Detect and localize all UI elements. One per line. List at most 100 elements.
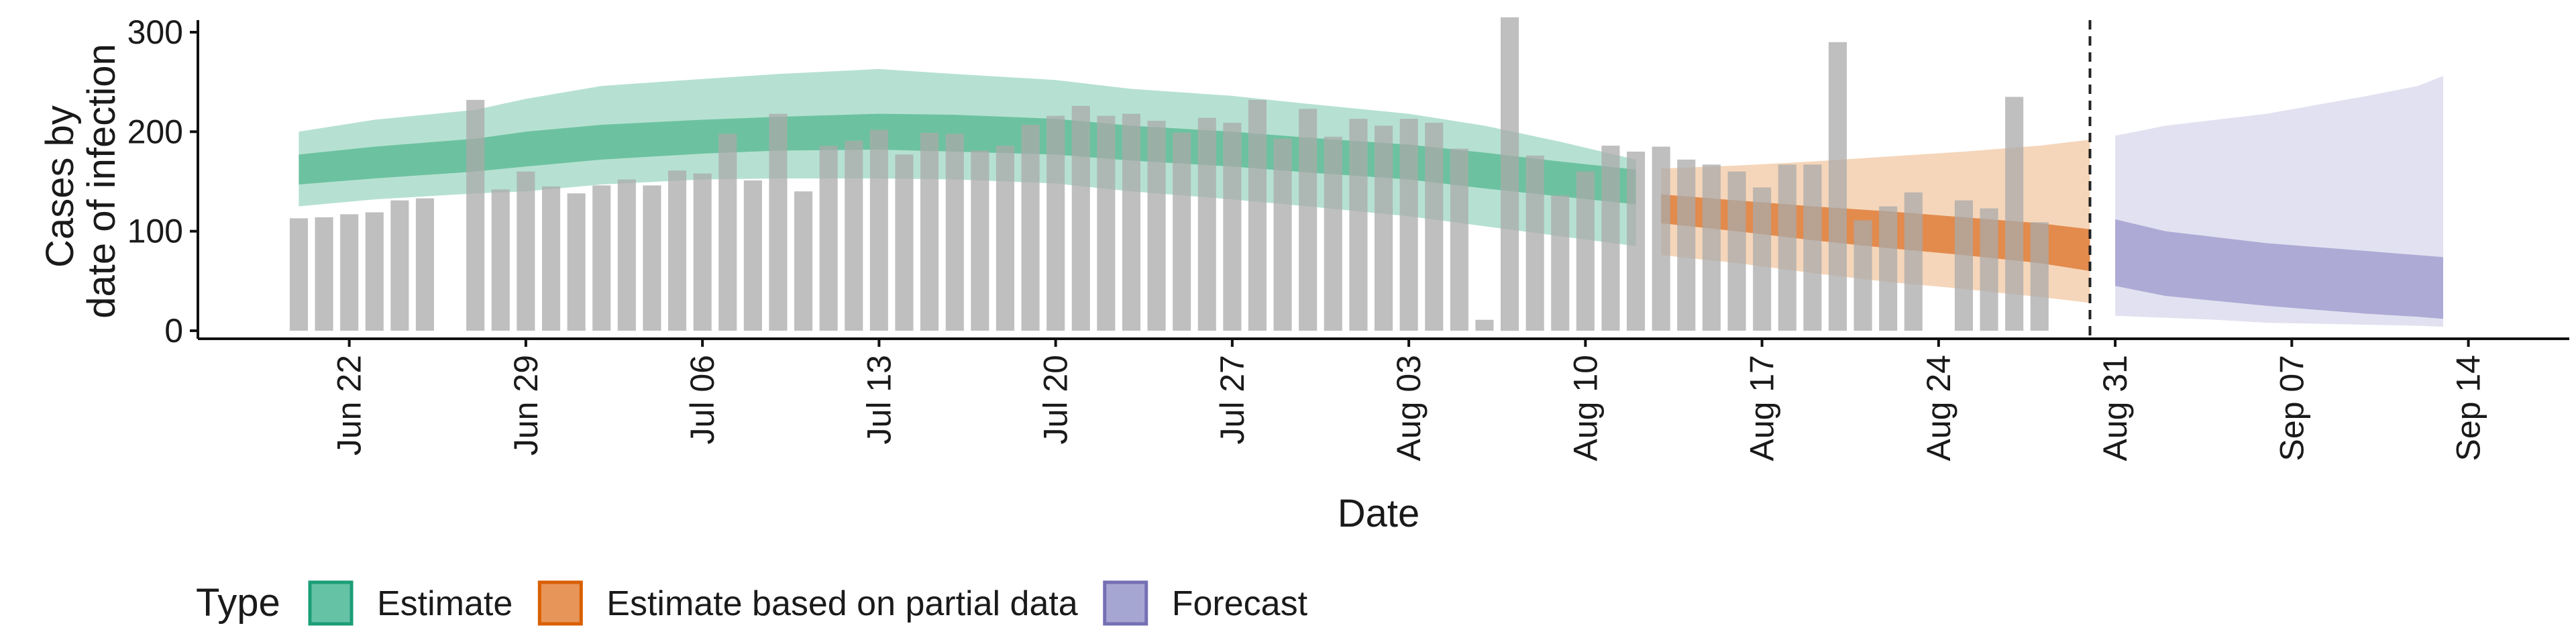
case-bar (2030, 222, 2049, 331)
x-axis-title: Date (1338, 492, 1420, 535)
case-bar (996, 146, 1014, 331)
case-bar (1197, 117, 1216, 331)
case-bar (769, 113, 788, 331)
case-bar (1525, 155, 1544, 331)
case-bar (315, 217, 333, 331)
case-bar (517, 171, 535, 331)
case-bar (794, 191, 813, 331)
case-bar (845, 140, 863, 331)
x-tick-label: Aug 31 (2096, 355, 2134, 461)
axes-layer: 0 100 200 300 Jun 22 Jun 29 Jul 06 Jul 13 Jul 20… (127, 13, 2569, 461)
case-bar (1727, 171, 1746, 331)
legend-label-estimate: Estimate (377, 584, 513, 623)
case-bar (1778, 164, 1796, 331)
case-bar (1273, 138, 1292, 331)
x-tick-label: Sep 14 (2450, 355, 2487, 461)
x-tick-label: Aug 03 (1390, 355, 1428, 461)
ribbon-inner-estimate (299, 113, 1636, 205)
case-bar (1753, 187, 1772, 331)
case-bar (971, 150, 989, 331)
y-tick-label: 200 (127, 113, 183, 150)
case-bar (466, 99, 485, 331)
case-bar (1576, 171, 1595, 331)
case-bar (1828, 42, 1847, 331)
bar-layer (289, 17, 2049, 331)
case-bar (643, 185, 661, 331)
case-bar (718, 133, 737, 331)
case-bar (945, 133, 964, 331)
x-tick-label: Jun 29 (507, 355, 545, 455)
case-bar (1147, 121, 1166, 331)
case-bar (1097, 115, 1116, 331)
legend-label-forecast: Forecast (1172, 584, 1308, 623)
case-bar (1677, 159, 1696, 331)
case-bar (1450, 148, 1468, 331)
case-bar (1854, 220, 1872, 331)
case-bar (415, 198, 434, 331)
case-bar (1904, 192, 1923, 331)
legend-label-estimate-based-on-partial-data: Estimate based on partial data (606, 584, 1078, 623)
case-bar (365, 212, 384, 331)
case-bar (1954, 200, 1973, 331)
x-tick-label: Jul 20 (1037, 355, 1075, 444)
case-bar (289, 218, 308, 331)
y-tick-label: 0 (164, 312, 183, 350)
case-bar (617, 179, 636, 331)
case-bar (1702, 164, 1721, 331)
case-bar (1803, 164, 1822, 331)
x-tick-label: Aug 10 (1566, 355, 1604, 461)
case-bar (743, 180, 762, 331)
case-bar (920, 132, 939, 331)
case-bar (542, 186, 561, 331)
x-tick-label: Aug 17 (1743, 355, 1781, 461)
x-tick-label: Jul 06 (684, 355, 721, 444)
x-tick-label: Jun 22 (331, 355, 368, 455)
case-bar (1046, 115, 1065, 331)
case-bar (1551, 195, 1570, 331)
x-tick-label: Jul 13 (860, 355, 898, 444)
case-bar (1324, 136, 1342, 331)
legend-swatch-estimate (308, 580, 354, 626)
case-bar (1501, 17, 1519, 331)
case-bar (1071, 105, 1090, 331)
case-bar (869, 129, 888, 331)
case-bar (1223, 123, 1242, 331)
x-tick-label: Aug 24 (1920, 355, 1957, 461)
y-axis-title: Cases by date of infection (38, 44, 123, 319)
legend-swatch-estimate-based-on-partial-data (537, 580, 583, 626)
case-bar (819, 146, 838, 331)
case-bar (1601, 146, 1620, 331)
y-axis-title-line-1: Cases by (38, 105, 82, 268)
ribbon-inner-forecast (2115, 219, 2443, 319)
y-axis-title-line-2: date of infection (80, 44, 123, 319)
case-bar (567, 193, 586, 331)
x-tick-label: Sep 07 (2273, 355, 2310, 461)
legend-swatch-forecast (1103, 580, 1148, 626)
case-bar (2005, 97, 2024, 331)
case-bar (1652, 146, 1670, 331)
legend: Type Estimate Estimate based on partial d… (196, 580, 1308, 626)
y-tick-label: 300 (127, 13, 183, 51)
case-bar (1122, 113, 1140, 331)
case-bar (1349, 119, 1368, 331)
case-bar (1021, 125, 1040, 331)
y-tick-label: 100 (127, 213, 183, 250)
case-bar (1299, 109, 1318, 331)
case-bar (491, 189, 510, 331)
x-tick-label: Jul 27 (1214, 355, 1251, 444)
case-bar (895, 154, 914, 331)
case-bar (1627, 152, 1646, 331)
case-bar (1879, 206, 1898, 331)
case-bar (592, 185, 611, 331)
case-bar (668, 170, 687, 331)
case-bar (390, 200, 409, 331)
case-bar (1173, 132, 1191, 331)
case-bar (1375, 125, 1393, 331)
case-bar (340, 214, 359, 331)
case-bar (1425, 123, 1444, 331)
case-bar (1399, 119, 1418, 331)
legend-title: Type (196, 581, 280, 625)
case-bar (1248, 99, 1267, 331)
case-bar (693, 173, 712, 331)
